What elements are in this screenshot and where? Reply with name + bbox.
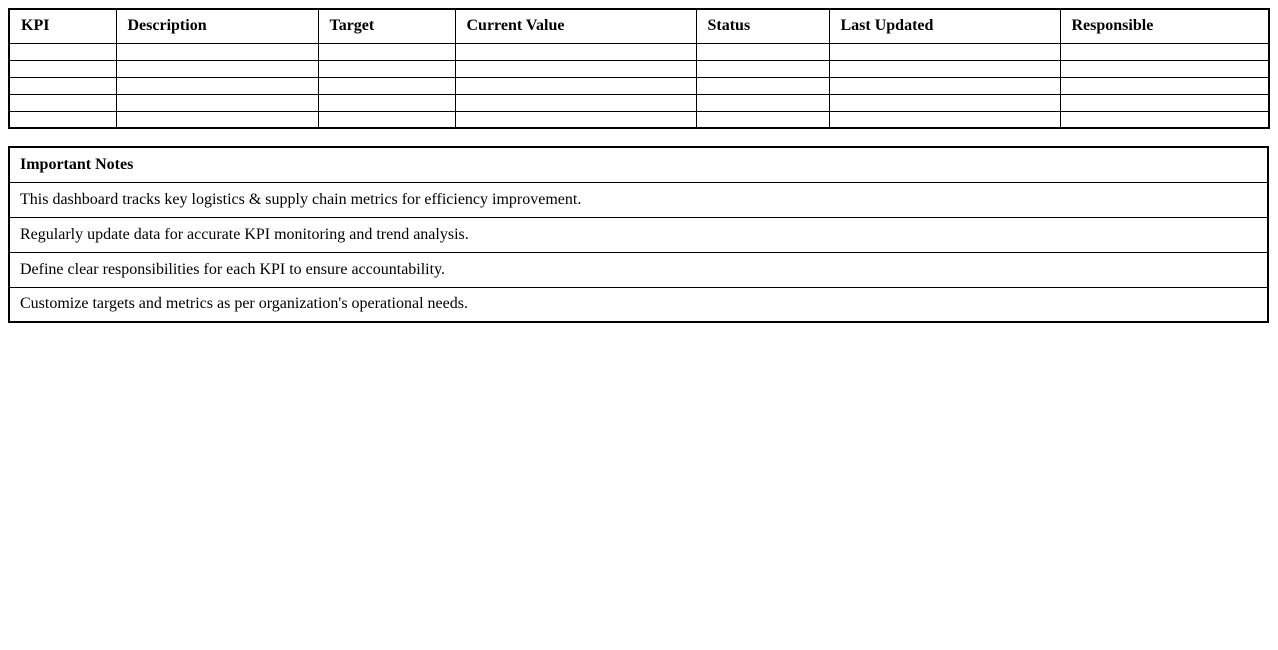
kpi-header-description: Description (115, 8, 319, 44)
kpi-cell[interactable] (454, 76, 697, 95)
kpi-cell[interactable] (695, 42, 830, 61)
kpi-cell[interactable] (115, 110, 319, 129)
note-row: Regularly update data for accurate KPI m… (8, 216, 1269, 253)
kpi-cell[interactable] (1059, 59, 1270, 78)
kpi-cell[interactable] (115, 42, 319, 61)
kpi-cell[interactable] (8, 93, 117, 112)
kpi-table-row (8, 76, 1270, 95)
kpi-cell[interactable] (317, 110, 456, 129)
kpi-header-status: Status (695, 8, 830, 44)
kpi-cell[interactable] (828, 110, 1061, 129)
kpi-cell[interactable] (8, 110, 117, 129)
kpi-cell[interactable] (115, 59, 319, 78)
kpi-header-kpi: KPI (8, 8, 117, 44)
kpi-table-row (8, 59, 1270, 78)
kpi-header-current-value: Current Value (454, 8, 697, 44)
kpi-cell[interactable] (317, 76, 456, 95)
note-item: This dashboard tracks key logistics & su… (8, 181, 1269, 218)
kpi-cell[interactable] (828, 42, 1061, 61)
note-item: Regularly update data for accurate KPI m… (8, 216, 1269, 253)
kpi-cell[interactable] (317, 93, 456, 112)
kpi-header-responsible: Responsible (1059, 8, 1270, 44)
kpi-cell[interactable] (454, 59, 697, 78)
notes-title: Important Notes (8, 146, 1269, 183)
kpi-cell[interactable] (454, 93, 697, 112)
kpi-cell[interactable] (115, 76, 319, 95)
kpi-cell[interactable] (8, 42, 117, 61)
kpi-cell[interactable] (828, 59, 1061, 78)
note-item: Define clear responsibilities for each K… (8, 251, 1269, 288)
kpi-cell[interactable] (1059, 76, 1270, 95)
note-row: This dashboard tracks key logistics & su… (8, 181, 1269, 218)
kpi-cell[interactable] (828, 76, 1061, 95)
kpi-header-target: Target (317, 8, 456, 44)
kpi-table-row (8, 110, 1270, 129)
kpi-cell[interactable] (828, 93, 1061, 112)
kpi-table: KPI Description Target Current Value Sta… (8, 8, 1270, 129)
kpi-cell[interactable] (115, 93, 319, 112)
kpi-cell[interactable] (695, 76, 830, 95)
kpi-table-row (8, 42, 1270, 61)
note-row: Define clear responsibilities for each K… (8, 251, 1269, 288)
kpi-cell[interactable] (454, 110, 697, 129)
kpi-cell[interactable] (1059, 93, 1270, 112)
note-row: Customize targets and metrics as per org… (8, 286, 1269, 323)
kpi-cell[interactable] (695, 93, 830, 112)
notes-header-row: Important Notes (8, 146, 1269, 183)
kpi-cell[interactable] (695, 110, 830, 129)
kpi-cell[interactable] (695, 59, 830, 78)
notes-table: Important Notes This dashboard tracks ke… (8, 146, 1269, 323)
kpi-table-row (8, 93, 1270, 112)
kpi-cell[interactable] (8, 59, 117, 78)
kpi-cell[interactable] (1059, 42, 1270, 61)
kpi-cell[interactable] (454, 42, 697, 61)
kpi-header-last-updated: Last Updated (828, 8, 1061, 44)
kpi-cell[interactable] (317, 42, 456, 61)
kpi-cell[interactable] (317, 59, 456, 78)
kpi-table-header-row: KPI Description Target Current Value Sta… (8, 8, 1270, 44)
kpi-cell[interactable] (1059, 110, 1270, 129)
note-item: Customize targets and metrics as per org… (8, 286, 1269, 323)
kpi-cell[interactable] (8, 76, 117, 95)
